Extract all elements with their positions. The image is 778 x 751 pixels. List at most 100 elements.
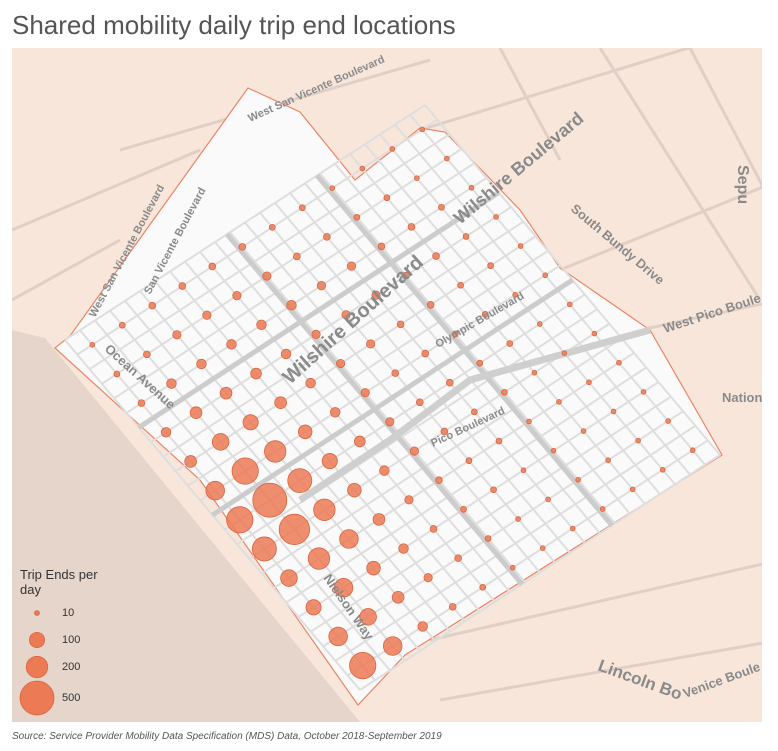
trip-bubble bbox=[287, 468, 313, 494]
legend-label: 500 bbox=[62, 692, 80, 704]
trip-bubble bbox=[336, 358, 346, 369]
trip-bubble bbox=[321, 453, 338, 470]
trip-bubble bbox=[341, 310, 351, 320]
trip-bubble bbox=[256, 319, 267, 330]
legend: 10 100 200 500 bbox=[19, 607, 80, 716]
trip-bubble bbox=[178, 282, 187, 290]
legend-label: 100 bbox=[62, 634, 80, 646]
trip-bubble bbox=[629, 486, 636, 493]
trip-bubble bbox=[305, 377, 316, 389]
trip-bubble bbox=[389, 146, 396, 152]
trip-bubble bbox=[366, 339, 376, 349]
trip-bubble bbox=[264, 440, 287, 463]
trip-bubble bbox=[359, 608, 377, 626]
legend-bubble bbox=[28, 631, 46, 649]
trip-bubble bbox=[143, 350, 151, 359]
trip-bubble bbox=[640, 389, 647, 395]
trip-bubble bbox=[196, 358, 207, 370]
trip-bubble bbox=[404, 495, 414, 505]
street bbox=[76, 118, 438, 356]
trip-bubble bbox=[471, 408, 478, 416]
trip-bubble bbox=[205, 480, 225, 501]
trip-bubble bbox=[591, 330, 598, 337]
trip-bubble bbox=[359, 165, 366, 172]
legend-label: 10 bbox=[62, 607, 74, 619]
trip-bubble bbox=[219, 386, 233, 400]
trip-bubble bbox=[346, 261, 357, 271]
major-street bbox=[137, 190, 501, 430]
trip-bubble bbox=[520, 467, 527, 474]
street bbox=[101, 147, 463, 385]
trip-bubble bbox=[460, 506, 467, 513]
legend-bubble bbox=[34, 610, 40, 616]
trip-bubble bbox=[665, 418, 671, 424]
trip-bubble bbox=[226, 339, 237, 350]
road-label: Sepu bbox=[734, 165, 751, 204]
trip-bubble bbox=[398, 543, 409, 554]
trip-bubble bbox=[252, 482, 288, 518]
trip-bubble bbox=[328, 626, 348, 647]
trip-bubble bbox=[280, 569, 298, 587]
trip-bubble bbox=[487, 262, 494, 269]
streets bbox=[64, 104, 721, 691]
trip-bubble bbox=[423, 573, 433, 583]
trip-bubble bbox=[605, 457, 611, 464]
trip-bubble bbox=[268, 223, 276, 231]
trip-bubble bbox=[396, 320, 405, 329]
trip-bubble bbox=[501, 388, 508, 396]
trip-bubble bbox=[280, 348, 292, 360]
trip-bubble bbox=[372, 513, 386, 526]
trip-bubble bbox=[465, 457, 473, 464]
trip-bubble bbox=[635, 437, 641, 444]
trip-bubble bbox=[354, 435, 366, 448]
trip-bubble bbox=[323, 233, 331, 241]
trip-bubble bbox=[89, 341, 96, 348]
trip-bubble bbox=[339, 529, 359, 549]
freeway bbox=[298, 326, 651, 503]
trip-bubble bbox=[476, 359, 484, 367]
trip-bubble bbox=[468, 184, 475, 191]
ocean bbox=[12, 330, 360, 722]
trip-bubble bbox=[539, 545, 546, 551]
trip-bubble bbox=[435, 476, 443, 485]
trip-bubble bbox=[251, 536, 277, 562]
trip-bubble bbox=[226, 506, 254, 534]
trip-bubble bbox=[515, 516, 521, 522]
trip-bubble bbox=[451, 330, 459, 338]
trip-bubble bbox=[586, 379, 592, 386]
trip-bubble bbox=[172, 330, 182, 340]
trip-bubble bbox=[189, 406, 203, 419]
trip-bubble bbox=[353, 213, 361, 221]
trip-bubble bbox=[137, 399, 146, 407]
trip-bubble bbox=[429, 525, 438, 533]
street bbox=[64, 104, 426, 341]
street bbox=[89, 133, 451, 371]
trip-bubble bbox=[610, 408, 617, 415]
trip-bubble bbox=[481, 311, 489, 318]
source: Source: Service Provider Mobility Data S… bbox=[12, 731, 442, 742]
trip-bubble bbox=[493, 214, 499, 220]
road-label: Nation bbox=[722, 390, 763, 405]
trip-bubble bbox=[231, 457, 259, 485]
trip-bubble bbox=[580, 428, 587, 434]
trip-bubble bbox=[385, 417, 395, 427]
trip-bubble bbox=[379, 465, 390, 476]
trip-bubble bbox=[479, 583, 487, 591]
trip-bubble bbox=[512, 291, 519, 298]
trip-bubble bbox=[566, 301, 573, 308]
trip-bubble bbox=[278, 513, 310, 545]
trip-bubble bbox=[208, 262, 217, 271]
trip-bubble bbox=[329, 185, 336, 191]
trip-bubble bbox=[360, 388, 370, 398]
trip-bubble bbox=[417, 621, 428, 632]
trip-bubble bbox=[569, 525, 576, 532]
trip-bubble bbox=[160, 427, 172, 438]
trip-bubble bbox=[454, 554, 462, 562]
trip-bubble bbox=[211, 433, 230, 451]
trip-bubble bbox=[415, 398, 424, 407]
trip-bubble bbox=[444, 155, 450, 162]
trip-bubble bbox=[421, 349, 430, 358]
trip-bubble bbox=[484, 535, 492, 542]
